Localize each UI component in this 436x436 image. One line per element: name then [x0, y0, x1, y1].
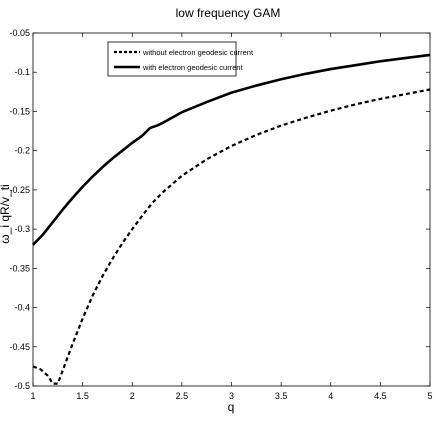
- y-tick-label: -0.5: [14, 381, 30, 391]
- x-tick-label: 4.5: [374, 391, 387, 401]
- x-tick-label: 2.5: [176, 391, 189, 401]
- x-axis-label: q: [228, 400, 235, 414]
- y-tick-label: -0.1: [14, 67, 30, 77]
- y-tick-label: -0.25: [9, 185, 30, 195]
- y-tick-label: -0.05: [9, 28, 30, 38]
- legend-entry-with: with electron geodesic current: [142, 63, 244, 72]
- x-tick-label: 4: [328, 391, 333, 401]
- plot-area: 1 1.5 2 2.5 3 3.5 4 4.5 5 -0.05 -0.1 -0.15 -0.2 -0.25…: [9, 28, 432, 401]
- chart-title: low frequency GAM: [176, 6, 281, 20]
- plot-frame: [32, 32, 431, 387]
- x-tick-label: 5: [427, 391, 432, 401]
- series-line-with-electron: [32, 53, 431, 246]
- legend-entry-without: without electron geodesic current: [142, 48, 254, 57]
- x-tick-label: 1.5: [76, 391, 89, 401]
- x-tick-label: 3.5: [275, 391, 288, 401]
- y-tick-label: -0.15: [9, 106, 30, 116]
- y-tick-label: -0.4: [14, 303, 30, 313]
- y-tick-label: -0.3: [14, 224, 30, 234]
- legend: without electron geodesic current with e…: [107, 41, 254, 77]
- x-tick-label: 3: [229, 391, 234, 401]
- series-line-without-electron: [32, 88, 431, 385]
- y-tick-label: -0.45: [9, 342, 30, 352]
- x-tick-label: 2: [130, 391, 135, 401]
- y-axis-label: ω_i qR/v_ti: [0, 184, 12, 243]
- y-tick-label: -0.35: [9, 263, 30, 273]
- y-tick-label: -0.2: [14, 146, 30, 156]
- x-tick-label: 1: [30, 391, 35, 401]
- legend-box: [107, 41, 237, 77]
